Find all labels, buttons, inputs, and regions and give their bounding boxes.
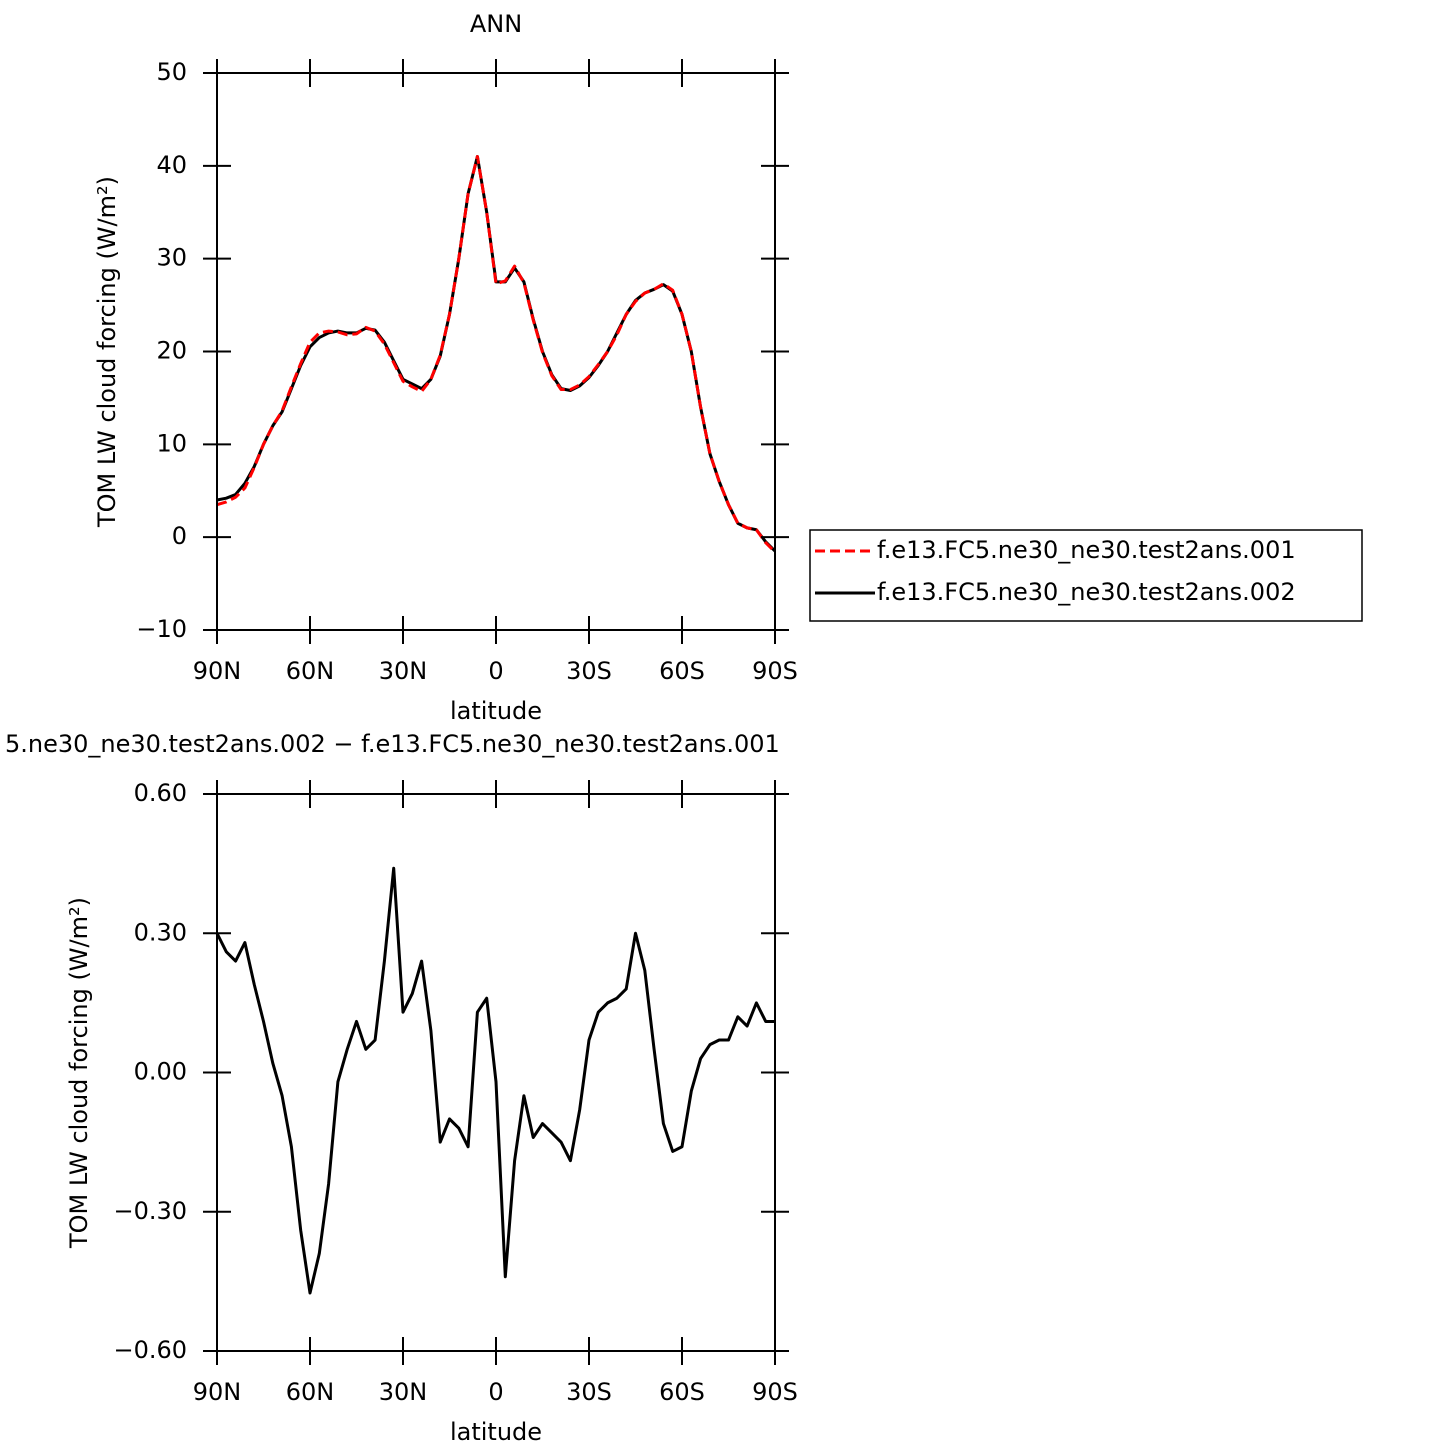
- x-axis-label: latitude: [450, 697, 542, 725]
- y-tick-label: 0.60: [134, 779, 187, 807]
- x-tick-label: 60N: [286, 1378, 335, 1406]
- data-line: [216, 155, 777, 554]
- x-tick-label: 0: [488, 657, 503, 685]
- data-line: [215, 866, 775, 1295]
- y-tick-label: −10: [136, 615, 187, 643]
- y-tick-label: 0: [172, 522, 187, 550]
- legend-label: f.e13.FC5.ne30_ne30.test2ans.001: [877, 536, 1296, 564]
- chart-title: 5.ne30_ne30.test2ans.002 − f.e13.FC5.ne3…: [5, 730, 780, 758]
- y-tick-label: 30: [156, 244, 187, 272]
- x-tick-label: 30S: [566, 1378, 612, 1406]
- x-axis-label: latitude: [450, 1418, 542, 1446]
- y-tick-label: 50: [156, 58, 187, 86]
- y-axis-label: TOM LW cloud forcing (W/m²): [93, 176, 121, 528]
- y-tick-label: 10: [156, 429, 187, 457]
- chart-title: ANN: [470, 10, 522, 38]
- y-tick-label: 0.00: [134, 1058, 187, 1086]
- y-tick-label: 20: [156, 337, 187, 365]
- x-tick-label: 30S: [566, 657, 612, 685]
- x-tick-label: 30N: [379, 1378, 428, 1406]
- y-axis-label: TOM LW cloud forcing (W/m²): [65, 897, 93, 1249]
- x-tick-label: 60N: [286, 657, 335, 685]
- x-tick-label: 30N: [379, 657, 428, 685]
- x-tick-label: 0: [488, 1378, 503, 1406]
- y-tick-label: 0.30: [134, 918, 187, 946]
- data-line: [216, 155, 777, 553]
- x-tick-label: 90N: [193, 1378, 242, 1406]
- x-tick-label: 90S: [752, 657, 798, 685]
- y-tick-label: 40: [156, 151, 187, 179]
- x-tick-label: 90N: [193, 657, 242, 685]
- x-tick-label: 60S: [659, 657, 705, 685]
- y-tick-label: −0.60: [113, 1336, 187, 1364]
- y-tick-label: −0.30: [113, 1197, 187, 1225]
- legend-label: f.e13.FC5.ne30_ne30.test2ans.002: [877, 578, 1296, 606]
- legend-box: [809, 529, 1363, 622]
- x-tick-label: 60S: [659, 1378, 705, 1406]
- x-tick-label: 90S: [752, 1378, 798, 1406]
